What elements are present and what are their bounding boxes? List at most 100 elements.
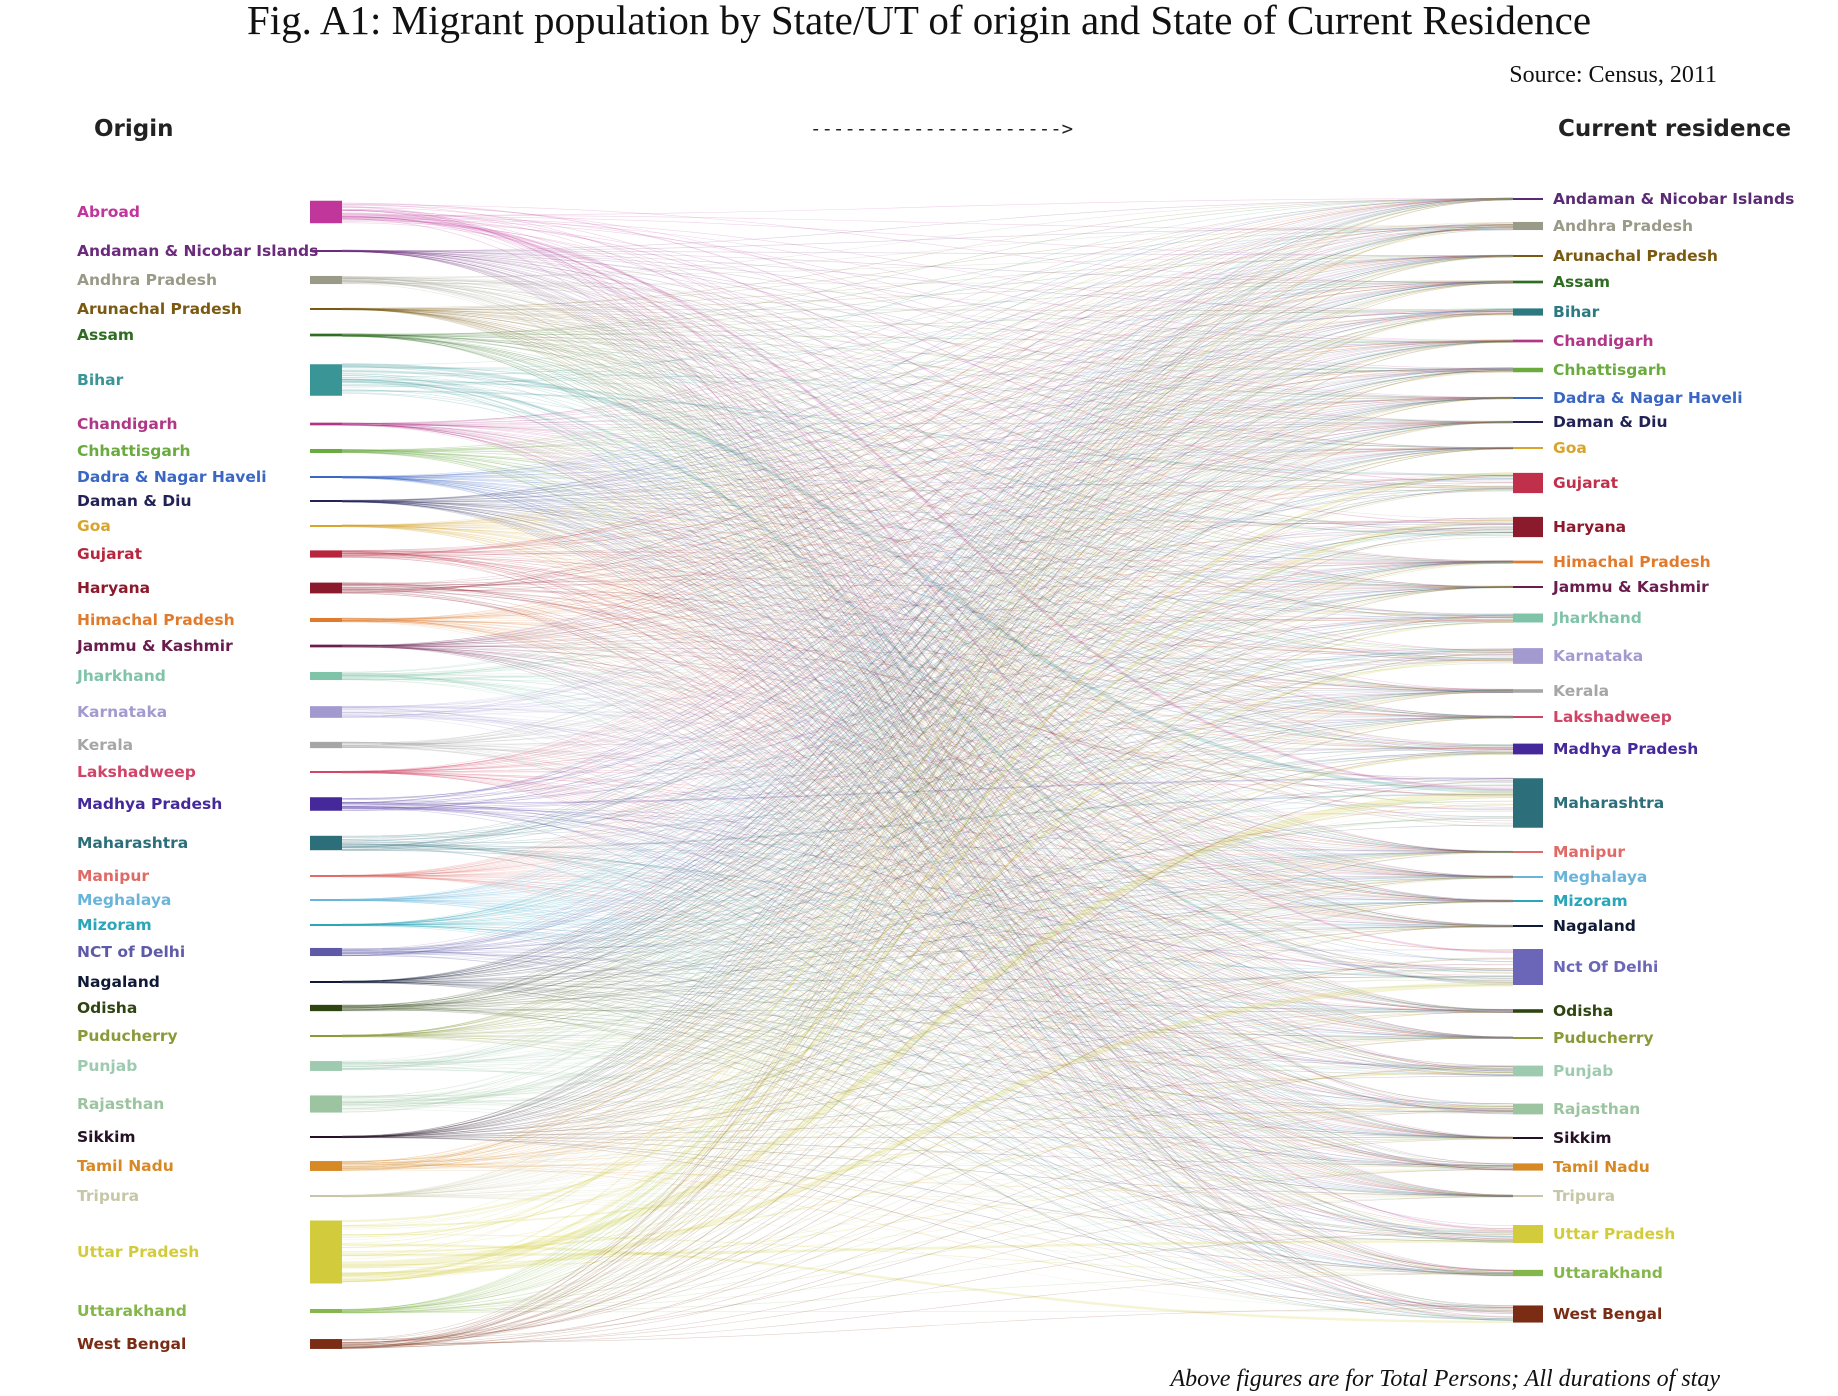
residence-node [1513, 339, 1543, 343]
flow-link [341, 398, 1514, 1036]
flow-link [341, 689, 1514, 900]
origin-label: Daman & Diu [77, 492, 192, 510]
flow-link [341, 472, 1514, 878]
flow-link [341, 585, 1514, 927]
flow-link [341, 218, 1514, 1315]
flow-link [341, 690, 1514, 1274]
origin-header: Origin [94, 116, 174, 142]
flow-link [341, 475, 1514, 773]
flow-link [341, 341, 1514, 900]
flow-link [341, 716, 1514, 927]
flow-link [341, 501, 1514, 1112]
flow-link [341, 476, 1514, 962]
flow-link [341, 849, 1514, 979]
flow-link [341, 923, 1514, 1038]
flow-link [341, 620, 1514, 1312]
flow-link [341, 963, 1514, 1139]
flow-link [341, 717, 1514, 1238]
flow-link [341, 197, 1514, 876]
flow-link [341, 851, 1514, 1137]
flow-link [341, 690, 1514, 876]
flow-link [341, 422, 1514, 451]
flow-link [341, 369, 1514, 773]
flow-link [341, 228, 1514, 774]
flow-link [341, 500, 1514, 1242]
flow-link [341, 447, 1514, 1038]
flow-link [341, 199, 1514, 900]
flow-link [341, 254, 1514, 673]
residence-label: Assam [1553, 273, 1610, 291]
flow-link [341, 616, 1514, 1169]
flow-link [341, 561, 1514, 646]
origin-node [310, 671, 342, 681]
flow-link [341, 617, 1514, 680]
residence-node [1513, 876, 1543, 878]
flow-link [341, 770, 1514, 1317]
flow-link [341, 447, 1514, 838]
flow-link [341, 477, 1514, 717]
flow-link [341, 877, 1514, 901]
flow-link [341, 369, 1514, 1310]
flow-link [341, 532, 1514, 1139]
flow-link [341, 644, 1514, 1076]
flow-link [341, 1075, 1514, 1138]
flow-link [341, 281, 1514, 902]
flow-link [341, 707, 1514, 1197]
flow-link [341, 807, 1514, 877]
flow-link [341, 753, 1514, 1138]
flow-link [341, 250, 1514, 1318]
flow-link [341, 525, 1514, 719]
flow-link [341, 372, 1514, 398]
flow-link [341, 335, 1514, 424]
flow-link [341, 281, 1514, 588]
flow-link [341, 205, 1514, 423]
flow-link [341, 875, 1514, 1139]
flow-link [341, 619, 1514, 750]
flow-link [341, 339, 1514, 746]
flow-link [341, 339, 1514, 1238]
flow-link [341, 227, 1514, 983]
flow-link [341, 1243, 1514, 1324]
flow-link [341, 309, 1514, 852]
flow-link [341, 562, 1514, 1229]
flow-link [341, 875, 1514, 1197]
origin-node [310, 333, 342, 337]
flow-link [341, 223, 1514, 621]
flow-link [341, 772, 1514, 877]
flow-link [341, 712, 1514, 1039]
flow-link [341, 501, 1514, 1197]
flow-link [341, 448, 1514, 554]
flow-link [341, 249, 1514, 717]
flow-link [341, 421, 1514, 1111]
flow-link [341, 561, 1514, 680]
flow-link [341, 206, 1514, 562]
origin-label: Tamil Nadu [77, 1157, 174, 1175]
flow-link [341, 475, 1514, 524]
flow-link [341, 588, 1514, 655]
flow-link [341, 281, 1514, 956]
flow-link [341, 276, 1514, 1072]
flow-link [341, 224, 1514, 1348]
flow-link [341, 779, 1514, 901]
flow-link [341, 851, 1514, 1343]
flow-link [341, 1011, 1514, 1254]
flow-link [341, 448, 1514, 1196]
flow-link [341, 1106, 1514, 1170]
flow-link [341, 844, 1514, 902]
flow-link [341, 679, 1514, 1197]
residence-node [1513, 1225, 1543, 1243]
flow-link [341, 582, 1514, 1038]
flow-link [341, 1067, 1514, 1311]
flow-link [341, 222, 1514, 749]
flow-link [341, 620, 1514, 927]
flow-link [341, 277, 1514, 747]
flow-link [341, 560, 1514, 1137]
flow-link [341, 368, 1514, 1102]
flow-link [341, 1137, 1514, 1197]
flow-link [341, 772, 1514, 1196]
flow-link [341, 228, 1514, 1163]
flow-link [341, 716, 1514, 878]
flow-link [341, 500, 1514, 783]
flow-link [341, 1105, 1514, 1275]
flow-link [341, 950, 1514, 1138]
